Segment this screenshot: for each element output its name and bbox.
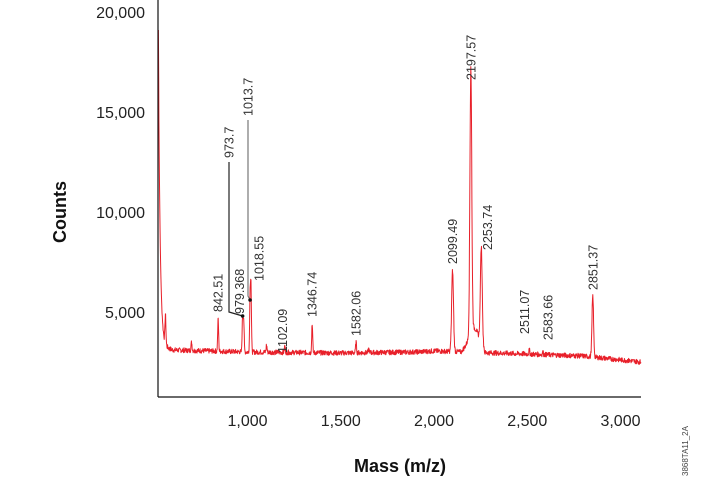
peak-leader-line — [228, 162, 243, 317]
spectrum-line — [157, 29, 642, 365]
peak-label: 2197.57 — [464, 35, 478, 80]
y-tick-label: 5,000 — [105, 305, 145, 322]
peak-label: 973.7 — [223, 127, 237, 158]
peak-label: 842.51 — [212, 274, 226, 312]
peak-leader-dot — [248, 298, 252, 302]
x-tick-label: 1,000 — [227, 413, 267, 430]
x-tick-label: 2,000 — [414, 413, 454, 430]
peak-label: 2851.37 — [586, 245, 600, 290]
peak-label: 2253.74 — [481, 205, 495, 250]
y-tick-label: 20,000 — [96, 5, 145, 22]
peak-label: 1582.06 — [350, 291, 364, 336]
peak-label: 2583.66 — [541, 295, 555, 340]
y-tick-label: 10,000 — [96, 205, 145, 222]
peak-label: 1102.09 — [276, 309, 290, 353]
peak-label: 2099.49 — [446, 219, 460, 264]
peak-label: 1013.7 — [242, 78, 256, 116]
x-tick-label: 2,500 — [507, 413, 547, 430]
peak-label: 979.368 — [233, 269, 247, 314]
y-axis-label: Counts — [50, 181, 70, 243]
x-axis-label: Mass (m/z) — [354, 456, 446, 476]
peak-leader-line — [247, 120, 251, 301]
figure-code: 3868TA11_2A — [681, 425, 690, 476]
peak-leader-dot — [240, 314, 245, 318]
x-tick-label: 1,500 — [321, 413, 361, 430]
y-tick-label: 15,000 — [96, 105, 145, 122]
peak-label: 1346.74 — [306, 272, 320, 317]
x-tick-label: 3,000 — [600, 413, 640, 430]
peak-label: 1018.55 — [253, 236, 267, 281]
peak-label: 2511.07 — [518, 290, 532, 334]
